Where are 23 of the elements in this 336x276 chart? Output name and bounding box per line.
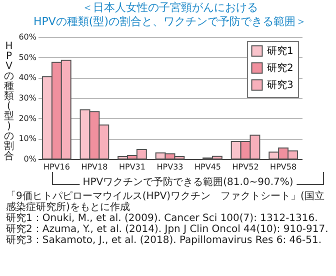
y-tick-label: 20% (18, 114, 37, 123)
x-tick-label: HPV58 (270, 162, 297, 172)
legend-label: 研究3 (267, 79, 294, 91)
x-tick-label: HPV52 (232, 162, 259, 172)
y-tick-label: 30% (18, 94, 37, 102)
x-tick-label: HPV33 (156, 162, 184, 172)
x-tick-label: HPV45 (194, 162, 222, 172)
legend-label: 研究2 (267, 62, 294, 74)
text: 研究1：Onuki, M., et al. (2009). Cancer Sci 100(7): 1312-1316. (6, 213, 319, 224)
text: 研究2：Azuma, Y., et al. (2014). Jpn J Clin Oncol 44(10): 910-917. (6, 224, 330, 235)
legend-label: 研究1 (267, 45, 294, 57)
y-tick-label: 40% (18, 73, 37, 82)
y-tick-label: 50% (18, 52, 37, 62)
text: 「9価ヒトパピローマウイルス(HPV)ワクチン ファクトシート」(国立感染症研究所)をもとに作成 (6, 191, 326, 213)
x-tick-label: HPV16 (43, 162, 70, 172)
chart-title: ＜日本人女性の子宮頸がんにおける HPVの種類(型)の割合と、ワクチンで予防できる範囲＞ (33, 1, 307, 28)
x-tick-label: HPV31 (118, 162, 146, 172)
x-tick-label: HPV18 (81, 162, 108, 172)
y-tick-label: 0% (24, 154, 37, 164)
text: HPVの種類(型)の割合 (4, 41, 14, 162)
text: 研究3：Sakamoto, J., et al. (2018). Papillomavirus Res 6: 46-51. (6, 235, 323, 246)
y-tick-label: 10% (18, 134, 37, 144)
y-tick-label: 60% (18, 32, 37, 42)
